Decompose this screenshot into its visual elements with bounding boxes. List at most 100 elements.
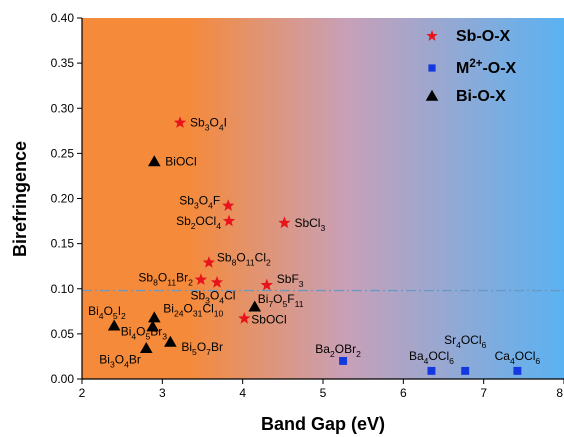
data-point-star [222, 199, 235, 211]
point-label-part: 11 [295, 299, 304, 309]
point-label-part: 2 [356, 349, 361, 359]
y-tick-label: 0.00 [51, 372, 75, 386]
point-label-part: 4 [99, 311, 104, 321]
data-point-star [173, 116, 187, 128]
point-label-part: Sr [444, 333, 456, 347]
point-label: Ba2OBr2 [315, 342, 361, 359]
point-label-part: 3 [320, 223, 325, 233]
point-label-part: 2 [266, 258, 271, 268]
point-label-part: O [115, 352, 124, 366]
point-label-part: 5 [192, 347, 197, 357]
point-label-part: 6 [535, 356, 540, 366]
point-label-part: 3 [205, 123, 210, 133]
point-label-part: I [224, 116, 227, 130]
point-label: BiOCl [165, 154, 196, 168]
legend-label: Bi-O-X [456, 88, 506, 105]
y-tick-label: 0.35 [51, 56, 75, 70]
point-label: Bi3O4Br [99, 352, 141, 369]
point-label-part: O [236, 251, 245, 265]
point-label-part: SbCl [294, 216, 320, 230]
y-axis-title: Birefringence [10, 141, 30, 257]
data-point-triangle [146, 320, 159, 332]
point-label-part: Ba [315, 342, 330, 356]
x-tick-label: 4 [239, 386, 246, 400]
data-point-triangle [148, 155, 161, 167]
point-label-part: 3 [194, 201, 199, 211]
y-tick-label: 0.40 [51, 11, 75, 25]
point-label-part: OCl [515, 349, 536, 363]
point-label-part: 11 [246, 258, 255, 268]
point-label-part: 4 [124, 359, 129, 369]
point-label-part: Cl [202, 302, 213, 316]
point-label: SbOCl [251, 313, 286, 327]
point-label-part: O [209, 116, 218, 130]
data-point-square [339, 356, 348, 365]
point-label-part: Bi [99, 352, 110, 366]
point-label-part: 5 [283, 299, 288, 309]
point-label-part: Sb [217, 251, 232, 265]
point-label: SbF3 [277, 272, 304, 289]
plot-background [82, 18, 564, 379]
data-point-star [210, 275, 224, 288]
point-label-part: 4 [131, 332, 136, 342]
y-tick-label: 0.15 [51, 237, 75, 251]
data-point-triangle [248, 300, 262, 312]
point-label-part: 2 [191, 221, 196, 231]
point-label-part: O [199, 194, 208, 208]
legend-label: M2+-O-X [456, 58, 517, 77]
point-label-part: 4 [208, 201, 213, 211]
point-label-part: 4 [219, 123, 224, 133]
point-label-part: 4 [219, 295, 224, 305]
data-point-triangle [164, 335, 177, 347]
point-label-part: OCl [461, 333, 482, 347]
point-label-part: Sb [176, 214, 191, 228]
point-label-part: Cl [255, 251, 266, 265]
point-label-part: 10 [214, 309, 224, 319]
point-label: Bi5O7Br [181, 340, 223, 357]
legend-marker-triangle [425, 89, 439, 101]
point-label-part: 4 [424, 356, 429, 366]
data-point-triangle [107, 319, 121, 331]
point-label-part: O [210, 288, 219, 302]
data-point-square [427, 366, 436, 375]
point-label-part: 8 [232, 258, 237, 268]
point-label-part: 3 [110, 359, 115, 369]
data-point-star [222, 214, 236, 227]
point-label-part: Sb [138, 271, 153, 285]
y-tick-label: 0.10 [51, 282, 75, 296]
point-label-part: Bi [181, 340, 192, 354]
data-point-square [513, 366, 522, 375]
point-label-part: 2 [330, 349, 335, 359]
x-tick-label: 6 [400, 386, 407, 400]
x-tick-label: 3 [159, 386, 166, 400]
data-point-triangle [139, 342, 153, 354]
point-label: Bi24O31Cl10 [163, 302, 223, 319]
point-label: Ba4OCl6 [409, 349, 454, 366]
point-label-part: SbF [277, 272, 299, 286]
point-label-part: 7 [206, 347, 211, 357]
point-label-part: 8 [153, 278, 158, 288]
point-label: Sb3O4Cl [190, 288, 235, 305]
data-point-star [238, 312, 251, 324]
point-label: Sb3O4I [190, 116, 227, 133]
point-label-part: 6 [482, 340, 487, 350]
point-label-part: F [213, 194, 220, 208]
legend-label-part: M [456, 60, 469, 77]
point-label-part: Bi [163, 302, 174, 316]
point-label: Bi4O5Br3 [121, 325, 168, 342]
data-point-star [202, 256, 216, 268]
point-label-part: 2 [121, 311, 126, 321]
point-label-part: Ba [409, 349, 424, 363]
data-point-star [194, 273, 208, 285]
x-axis-title: Band Gap (eV) [261, 414, 385, 434]
data-point-triangle [148, 311, 161, 323]
x-tick-label: 7 [480, 386, 487, 400]
point-label-part: 2 [188, 278, 193, 288]
point-label: Sb2OCl4 [176, 214, 221, 231]
point-label-part: O [136, 325, 145, 339]
legend-label-part: -O-X [482, 60, 516, 77]
point-label-part: 24 [174, 309, 184, 319]
legend: Sb-O-X M2+-O-X Bi-O-X [425, 28, 517, 105]
data-point-square [461, 366, 470, 375]
